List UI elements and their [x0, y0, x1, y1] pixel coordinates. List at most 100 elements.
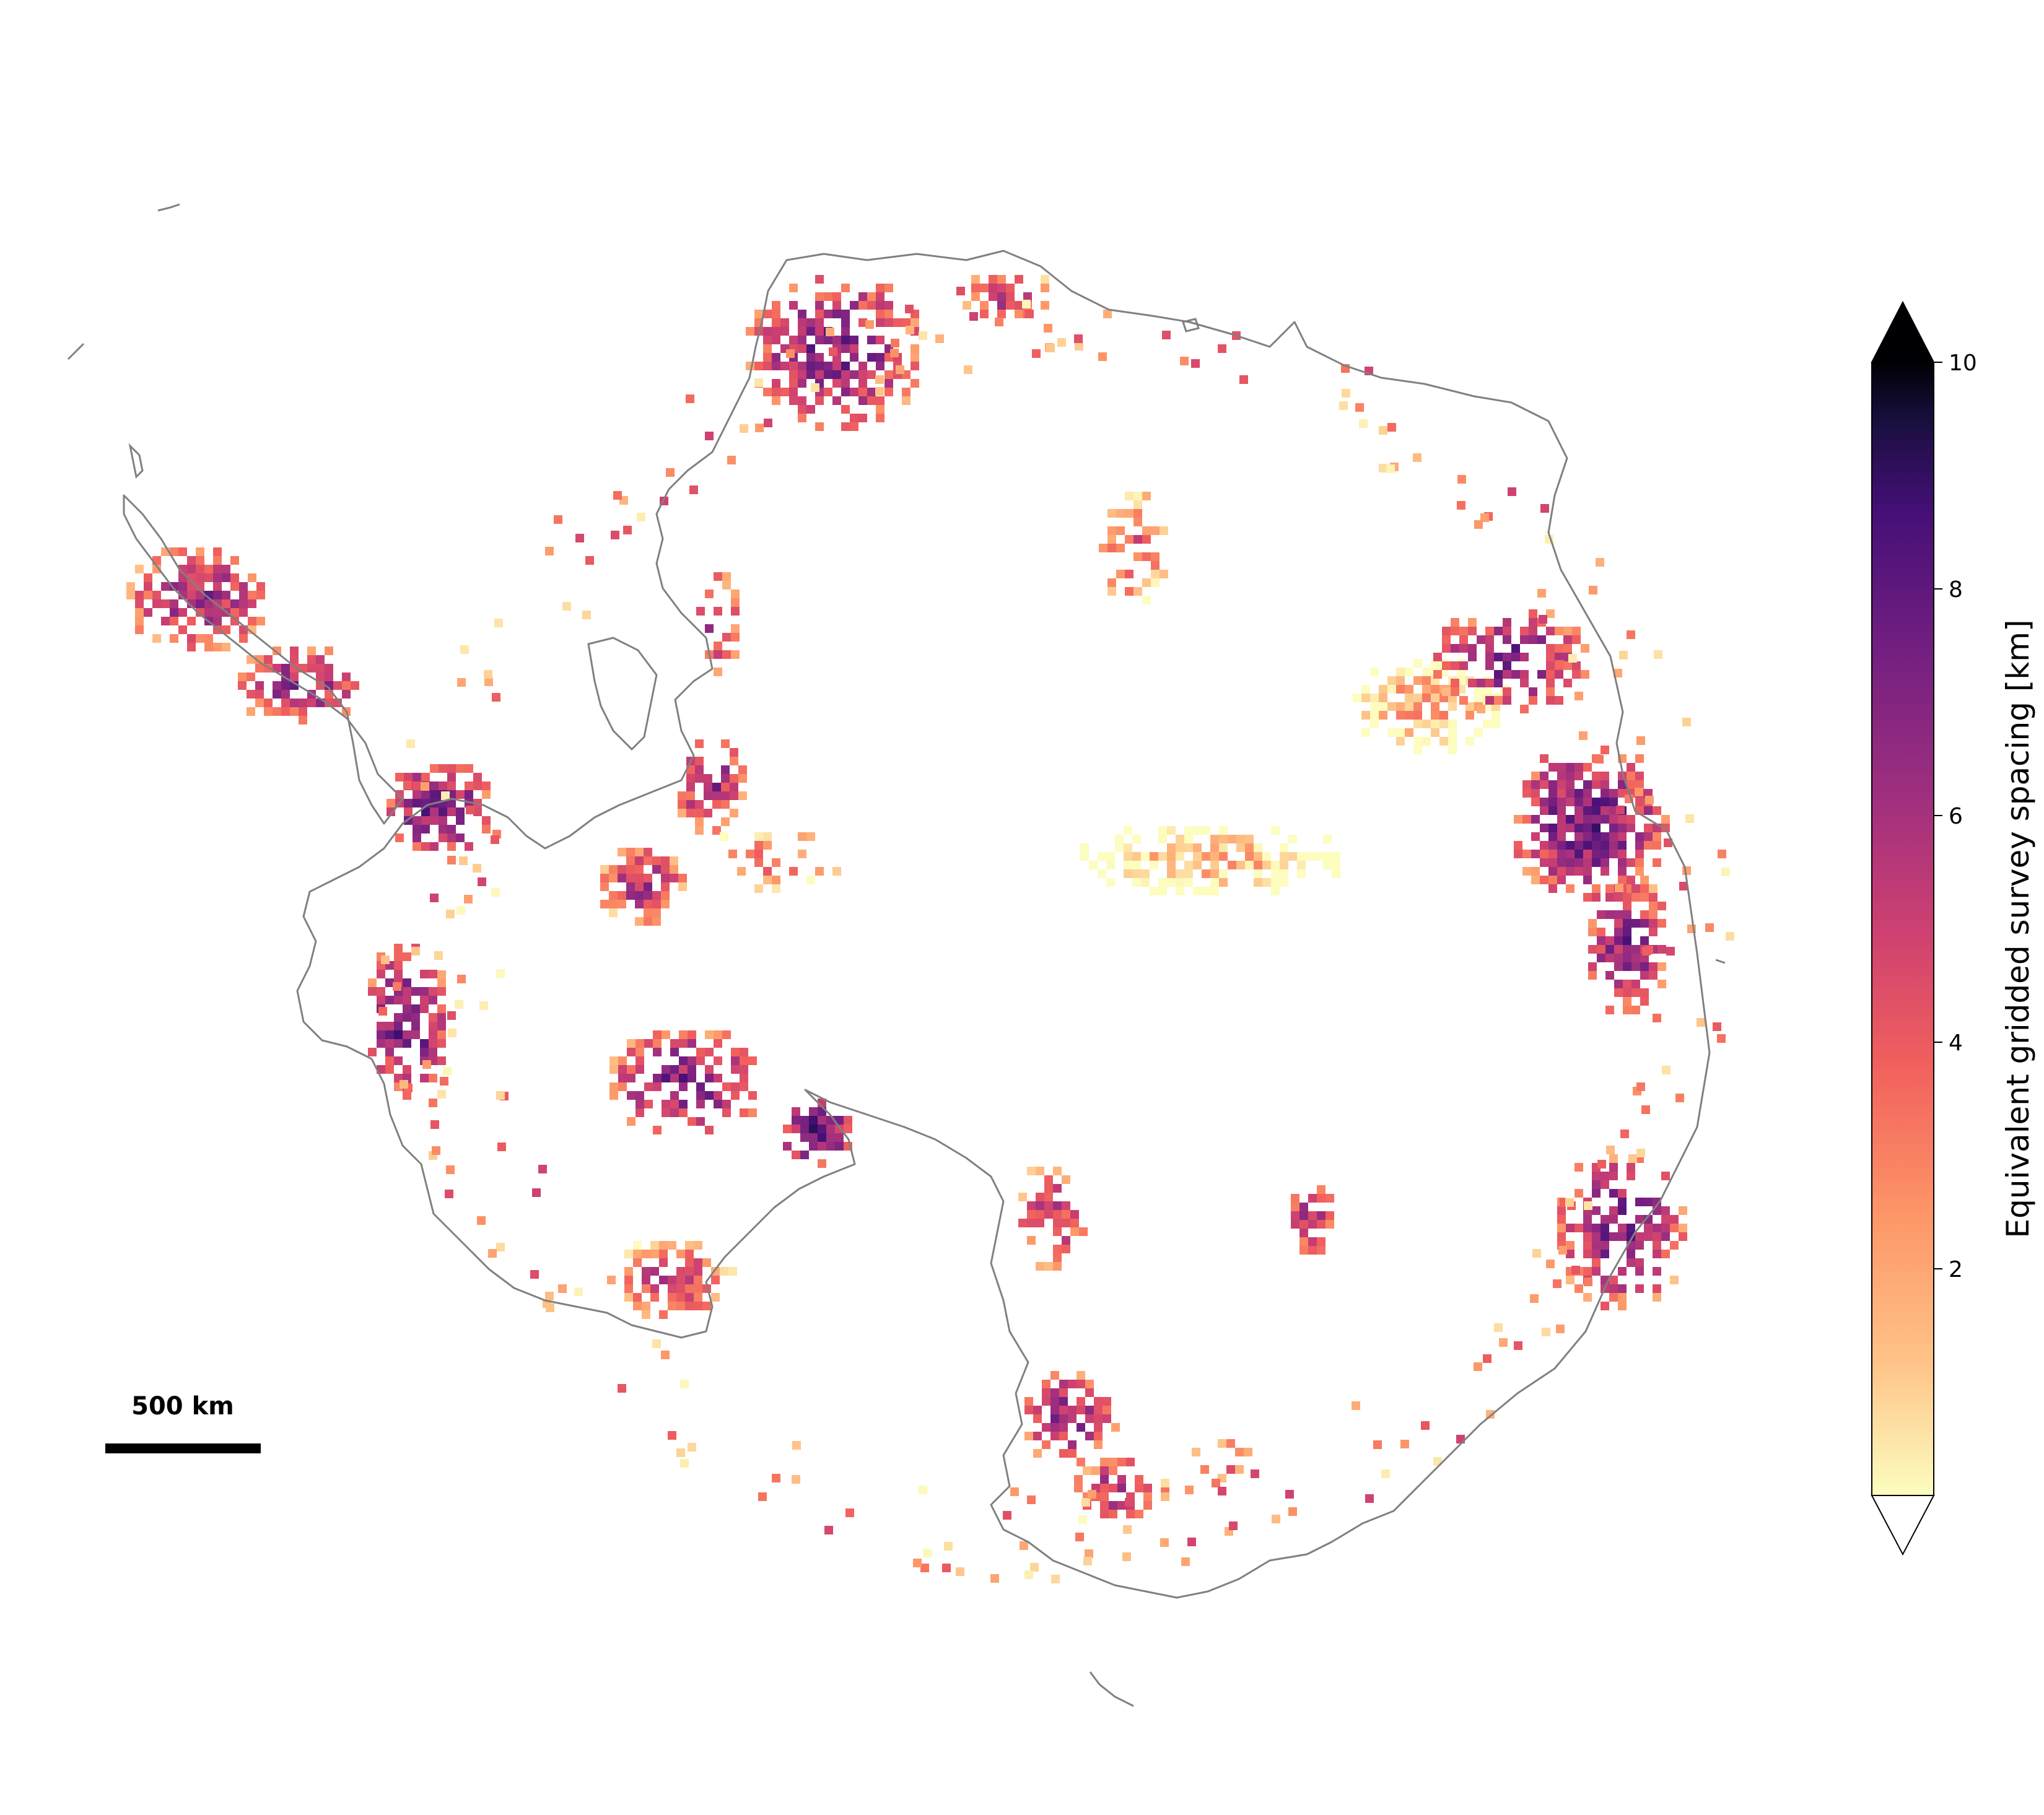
grid-cell: [1601, 850, 1609, 858]
grid-cell: [826, 1133, 835, 1142]
grid-cell: [1459, 635, 1468, 644]
grid-cell: [1413, 711, 1422, 720]
grid-cell: [1546, 1260, 1555, 1268]
grid-cell: [685, 1276, 694, 1284]
grid-cell: [1187, 1538, 1196, 1546]
grid-cell: [1614, 988, 1623, 997]
grid-cell: [307, 655, 316, 664]
grid-cell: [1306, 852, 1314, 861]
grid-cell: [661, 891, 670, 900]
grid-cell: [1370, 711, 1379, 720]
grid-cell: [806, 876, 815, 884]
grid-cell: [170, 617, 178, 625]
grid-cell: [1015, 310, 1023, 318]
grid-cell: [1657, 902, 1666, 910]
grid-cell: [1670, 1276, 1679, 1284]
grid-cell: [1297, 869, 1306, 878]
grid-cell: [496, 1091, 505, 1100]
grid-cell: [635, 865, 644, 874]
grid-cell: [1609, 1232, 1618, 1241]
grid-cell: [1027, 1201, 1036, 1210]
grid-cell: [600, 865, 609, 874]
grid-cell: [798, 850, 806, 858]
grid-cell: [772, 336, 780, 344]
grid-cell: [465, 781, 473, 790]
grid-cell: [676, 1293, 685, 1302]
grid-cell: [876, 301, 884, 310]
grid-cell: [798, 832, 806, 841]
grid-cell: [1661, 824, 1670, 832]
grid-cell: [256, 582, 265, 591]
grid-cell: [815, 327, 824, 336]
grid-cell: [679, 1074, 688, 1082]
grid-cell: [676, 1276, 685, 1284]
grid-cell: [1641, 1105, 1650, 1114]
grid-cell: [858, 362, 867, 370]
grid-cell: [613, 491, 622, 500]
grid-cell: [1050, 1371, 1059, 1380]
grid-cell: [642, 1250, 650, 1258]
grid-cell: [1529, 696, 1537, 705]
grid-cell: [685, 1293, 694, 1302]
grid-cell: [1023, 292, 1032, 301]
grid-cell: [1468, 644, 1477, 653]
grid-cell: [1106, 852, 1115, 861]
grid-cell: [395, 773, 404, 781]
grid-cell: [1094, 1440, 1103, 1449]
grid-cell: [456, 764, 465, 773]
grid-cell: [161, 582, 170, 591]
grid-cell: [1623, 980, 1631, 988]
grid-cell: [668, 1284, 676, 1293]
grid-cell: [809, 1116, 818, 1125]
grid-cell: [1609, 1172, 1618, 1180]
grid-cell: [1077, 1423, 1085, 1432]
grid-cell: [1158, 826, 1167, 835]
grid-cell: [1272, 1515, 1280, 1523]
grid-cell: [1557, 798, 1566, 806]
grid-cell: [421, 782, 429, 791]
grid-cell: [800, 1116, 809, 1125]
grid-cell: [679, 1039, 688, 1048]
grid-cell: [1033, 1414, 1042, 1423]
grid-cell: [1627, 630, 1635, 639]
grid-cell: [1413, 746, 1422, 754]
grid-cell: [624, 1267, 633, 1276]
grid-cell: [772, 388, 780, 396]
grid-cell: [1618, 1293, 1627, 1302]
grid-cell: [704, 791, 712, 800]
grid-cell: [1557, 858, 1566, 867]
grid-cell: [429, 1013, 437, 1022]
grid-cell: [920, 1564, 929, 1572]
grid-cell: [152, 591, 161, 599]
grid-cell: [1605, 893, 1614, 902]
grid-cell: [403, 952, 411, 961]
grid-cell: [1485, 661, 1494, 670]
grid-cell: [1235, 1465, 1244, 1474]
grid-cell: [1679, 882, 1688, 890]
grid-cell: [676, 1302, 685, 1310]
grid-cell: [1609, 1154, 1618, 1163]
grid-cell: [875, 387, 884, 396]
grid-cell: [678, 882, 687, 891]
grid-cell: [1151, 552, 1160, 561]
grid-cell: [1645, 796, 1654, 804]
grid-cell: [1285, 1490, 1294, 1499]
grid-cell: [1080, 852, 1089, 861]
grid-cell: [644, 1082, 653, 1091]
grid-cell: [1062, 1210, 1070, 1219]
grid-cell: [1439, 720, 1448, 728]
grid-cell: [307, 699, 316, 707]
grid-cell: [1548, 867, 1557, 876]
grid-cell: [1584, 1201, 1592, 1210]
grid-cell: [1132, 861, 1141, 869]
grid-cell: [482, 790, 491, 799]
grid-cell: [721, 817, 730, 826]
grid-cell: [714, 1039, 722, 1048]
grid-cell: [1109, 1501, 1117, 1510]
grid-cell: [668, 1431, 676, 1440]
grid-cell: [635, 882, 644, 891]
grid-cell: [1601, 1180, 1609, 1189]
grid-cell: [956, 287, 965, 295]
grid-cell: [772, 1474, 780, 1482]
grid-cell: [447, 807, 456, 816]
